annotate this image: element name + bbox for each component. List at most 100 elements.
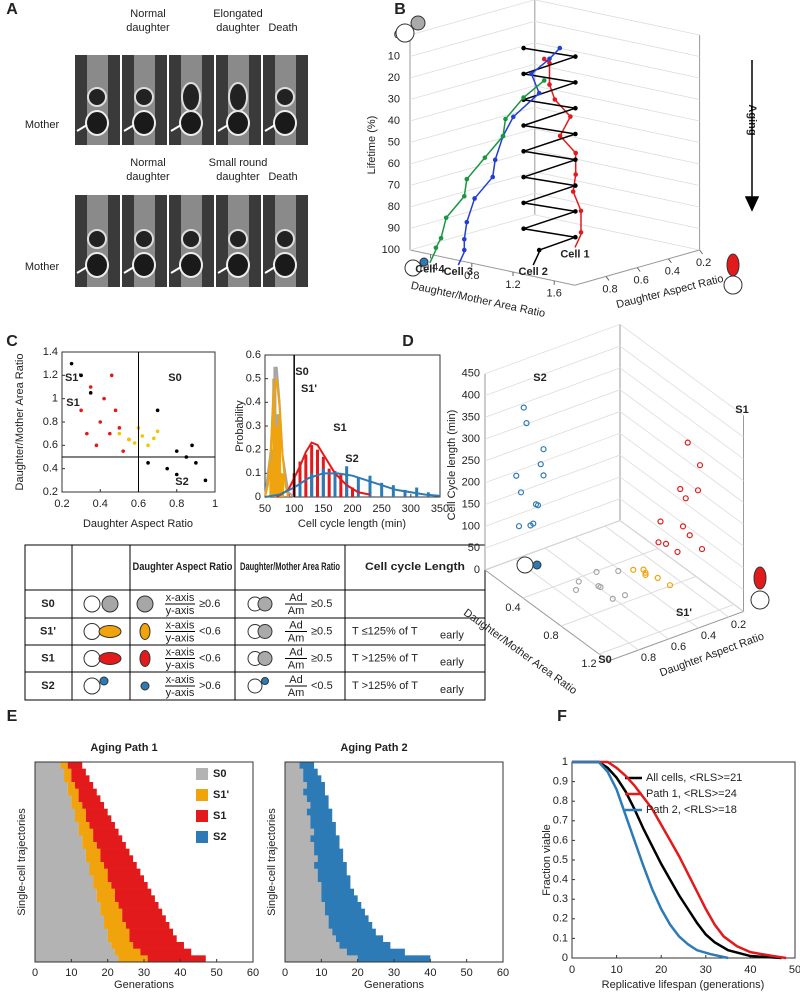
state-segment <box>93 828 119 836</box>
point <box>573 150 578 156</box>
legend-swatch <box>196 768 208 780</box>
mother-cell <box>226 252 250 278</box>
state-segment <box>35 835 83 843</box>
point <box>536 247 542 253</box>
column-header: Daughter/Mother Area Ratio <box>240 561 340 573</box>
state-segment <box>317 855 344 863</box>
grid-line <box>409 85 700 122</box>
icon <box>419 257 429 267</box>
icon <box>750 590 770 610</box>
point <box>536 90 542 96</box>
point <box>500 133 506 139</box>
state-segment <box>93 882 112 889</box>
point <box>109 373 114 378</box>
state-segment <box>67 782 75 789</box>
point <box>79 408 83 413</box>
bar <box>310 473 314 497</box>
state-segment <box>357 955 431 963</box>
state-segment <box>85 855 101 863</box>
icon <box>140 681 150 691</box>
state-segment <box>85 808 108 816</box>
z-tick-label: 0.4 <box>701 630 716 642</box>
daughter-cell <box>228 82 248 112</box>
icon <box>410 15 426 31</box>
point <box>521 71 526 77</box>
fraction: y-axis <box>166 687 195 699</box>
x-tick-label: 0.8 <box>169 498 184 510</box>
point <box>194 461 198 465</box>
point <box>698 545 706 553</box>
point <box>117 426 122 430</box>
point <box>511 114 516 120</box>
state-segment <box>125 922 170 929</box>
state-segment <box>285 828 315 836</box>
grid-line <box>484 345 744 438</box>
icon <box>516 556 534 574</box>
state-segment <box>122 915 166 923</box>
point <box>573 105 578 111</box>
point <box>472 196 477 201</box>
state-segment <box>285 782 307 789</box>
tick <box>699 249 703 255</box>
state-segment <box>35 762 61 769</box>
state-segment <box>93 875 108 883</box>
state-segment <box>114 895 155 903</box>
mother-cell <box>179 252 203 278</box>
x-tick-label: 0 <box>282 967 288 979</box>
fraction: Am <box>288 687 305 699</box>
point <box>464 176 470 182</box>
state-segment <box>328 922 373 929</box>
state-segment <box>35 808 75 816</box>
arrow <box>76 124 88 132</box>
state-segment <box>285 762 300 769</box>
state-segment <box>78 822 90 829</box>
bar <box>345 466 349 497</box>
state-segment <box>35 802 72 809</box>
point <box>666 582 674 589</box>
state-segment <box>35 782 68 789</box>
state-segment <box>107 868 141 876</box>
fraction: x-axis <box>166 646 195 658</box>
legend-label: S1 <box>213 810 226 822</box>
fraction: Ad <box>289 674 302 686</box>
axis-label: Generations <box>364 979 424 991</box>
state-segment <box>310 802 329 809</box>
x-tick-label: 150 <box>314 503 332 515</box>
axis-label: Single-cell trajectories <box>266 808 278 916</box>
axis-label: Generations <box>114 979 174 991</box>
state-segment <box>285 802 311 809</box>
state-segment <box>107 875 144 883</box>
column-header: Daughter Aspect Ratio <box>133 561 233 573</box>
bar <box>321 468 325 497</box>
point <box>127 437 131 442</box>
arrow <box>123 124 135 132</box>
trajectory <box>435 79 545 249</box>
state-segment <box>35 842 83 849</box>
legend-swatch <box>196 831 208 843</box>
icon <box>261 677 269 685</box>
mother-cell <box>273 252 297 278</box>
pointer <box>457 251 465 266</box>
state-segment <box>35 908 101 916</box>
table-frame <box>24 544 486 701</box>
x-tick-label: 1.2 <box>581 658 596 670</box>
grid-line <box>484 520 744 612</box>
state-segment <box>74 815 86 823</box>
bar <box>316 449 319 497</box>
point <box>523 420 530 427</box>
state-segment <box>35 948 115 956</box>
icon <box>404 259 422 277</box>
y-tick-label: 0.6 <box>553 834 568 846</box>
state-segment <box>285 788 304 796</box>
state-segment <box>35 915 105 923</box>
state-segment <box>310 835 340 843</box>
point <box>609 595 616 602</box>
point <box>694 487 702 494</box>
state-segment <box>299 762 315 769</box>
point <box>547 56 552 62</box>
state-segment <box>285 882 322 889</box>
y-tick-label: 90 <box>388 222 400 234</box>
x-tick-label: 20 <box>352 967 364 979</box>
state-segment <box>111 882 148 889</box>
trajectory <box>523 47 576 251</box>
